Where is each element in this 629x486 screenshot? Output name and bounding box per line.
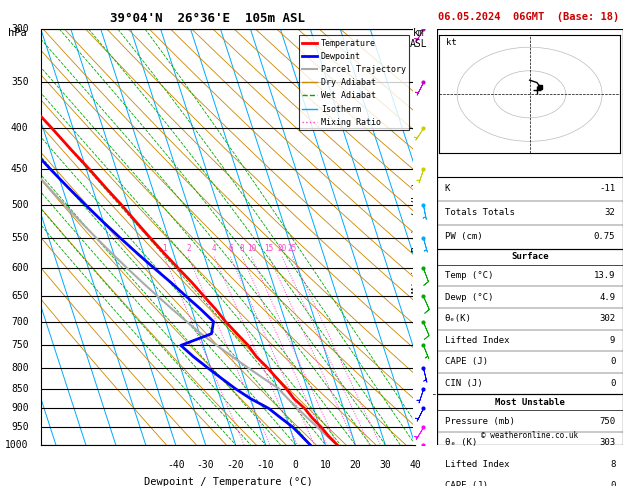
Text: Surface: Surface bbox=[511, 252, 548, 261]
Text: 06.05.2024  06GMT  (Base: 18): 06.05.2024 06GMT (Base: 18) bbox=[438, 12, 619, 22]
Text: Totals Totals: Totals Totals bbox=[445, 208, 515, 217]
Text: 4: 4 bbox=[212, 244, 216, 253]
Text: 6: 6 bbox=[228, 244, 233, 253]
Text: 13.9: 13.9 bbox=[594, 271, 615, 280]
Text: 2: 2 bbox=[186, 244, 191, 253]
Text: Pressure (mb): Pressure (mb) bbox=[445, 417, 515, 426]
Text: 9: 9 bbox=[610, 336, 615, 345]
Text: 8: 8 bbox=[420, 84, 425, 94]
Text: -20: -20 bbox=[226, 460, 244, 470]
Text: 650: 650 bbox=[11, 291, 28, 301]
FancyBboxPatch shape bbox=[437, 29, 623, 445]
Text: 950: 950 bbox=[11, 422, 28, 432]
Text: Temp (°C): Temp (°C) bbox=[445, 271, 493, 280]
Text: Lifted Index: Lifted Index bbox=[445, 336, 509, 345]
Text: 6: 6 bbox=[420, 181, 425, 191]
Text: -40: -40 bbox=[167, 460, 184, 470]
Text: 30: 30 bbox=[379, 460, 391, 470]
Text: 25: 25 bbox=[287, 244, 297, 253]
Text: 303: 303 bbox=[599, 438, 615, 447]
Text: 0: 0 bbox=[610, 481, 615, 486]
Text: 5: 5 bbox=[420, 227, 425, 237]
Text: 4: 4 bbox=[420, 279, 425, 289]
Text: 750: 750 bbox=[599, 417, 615, 426]
Text: 40: 40 bbox=[409, 460, 421, 470]
Text: 39°04'N  26°36'E  105m ASL: 39°04'N 26°36'E 105m ASL bbox=[110, 12, 305, 25]
Text: 1: 1 bbox=[420, 406, 425, 416]
Text: PW (cm): PW (cm) bbox=[445, 232, 482, 242]
Text: K: K bbox=[445, 184, 450, 193]
Text: CAPE (J): CAPE (J) bbox=[445, 358, 487, 366]
Text: 0: 0 bbox=[610, 379, 615, 388]
Text: 0: 0 bbox=[292, 460, 298, 470]
Text: θₑ(K): θₑ(K) bbox=[445, 314, 472, 323]
Text: Lifted Index: Lifted Index bbox=[445, 460, 509, 469]
Text: 3: 3 bbox=[420, 324, 425, 334]
Text: 1: 1 bbox=[162, 244, 167, 253]
Text: 350: 350 bbox=[11, 77, 28, 87]
Text: CAPE (J): CAPE (J) bbox=[445, 481, 487, 486]
Text: 750: 750 bbox=[11, 340, 28, 350]
Text: Most Unstable: Most Unstable bbox=[495, 398, 565, 407]
Text: © weatheronline.co.uk: © weatheronline.co.uk bbox=[481, 431, 579, 440]
Text: 15: 15 bbox=[265, 244, 274, 253]
Legend: Temperature, Dewpoint, Parcel Trajectory, Dry Adiabat, Wet Adiabat, Isotherm, Mi: Temperature, Dewpoint, Parcel Trajectory… bbox=[299, 35, 409, 130]
Text: 1000: 1000 bbox=[5, 440, 28, 450]
Text: 8: 8 bbox=[240, 244, 245, 253]
Text: 2: 2 bbox=[420, 366, 425, 376]
Text: 700: 700 bbox=[11, 316, 28, 327]
Text: kt: kt bbox=[447, 38, 457, 47]
Text: 0.75: 0.75 bbox=[594, 232, 615, 242]
Text: Dewp (°C): Dewp (°C) bbox=[445, 293, 493, 302]
Text: 10: 10 bbox=[320, 460, 331, 470]
Text: 302: 302 bbox=[599, 314, 615, 323]
Text: 20: 20 bbox=[349, 460, 361, 470]
Text: 900: 900 bbox=[11, 403, 28, 413]
Text: hPa: hPa bbox=[8, 28, 26, 38]
Text: Dewpoint / Temperature (°C): Dewpoint / Temperature (°C) bbox=[143, 477, 313, 486]
Text: 400: 400 bbox=[11, 123, 28, 134]
Text: km
ASL: km ASL bbox=[410, 28, 428, 49]
Text: Mixing Ratio (g/kg): Mixing Ratio (g/kg) bbox=[412, 181, 422, 293]
Text: 4.9: 4.9 bbox=[599, 293, 615, 302]
Text: 10: 10 bbox=[247, 244, 256, 253]
Text: 800: 800 bbox=[11, 363, 28, 373]
Text: -10: -10 bbox=[257, 460, 274, 470]
Text: 7: 7 bbox=[420, 134, 425, 144]
Text: 8: 8 bbox=[610, 460, 615, 469]
Text: 0: 0 bbox=[610, 358, 615, 366]
Text: θₑ (K): θₑ (K) bbox=[445, 438, 477, 447]
Text: -30: -30 bbox=[197, 460, 214, 470]
Text: 850: 850 bbox=[11, 383, 28, 394]
Text: 20: 20 bbox=[277, 244, 287, 253]
Text: 32: 32 bbox=[604, 208, 615, 217]
Text: 600: 600 bbox=[11, 263, 28, 274]
Text: 450: 450 bbox=[11, 164, 28, 174]
Text: 550: 550 bbox=[11, 233, 28, 243]
Text: 300: 300 bbox=[11, 24, 28, 34]
Text: -11: -11 bbox=[599, 184, 615, 193]
Text: CIN (J): CIN (J) bbox=[445, 379, 482, 388]
Text: LCL: LCL bbox=[420, 388, 436, 397]
Text: 500: 500 bbox=[11, 200, 28, 210]
